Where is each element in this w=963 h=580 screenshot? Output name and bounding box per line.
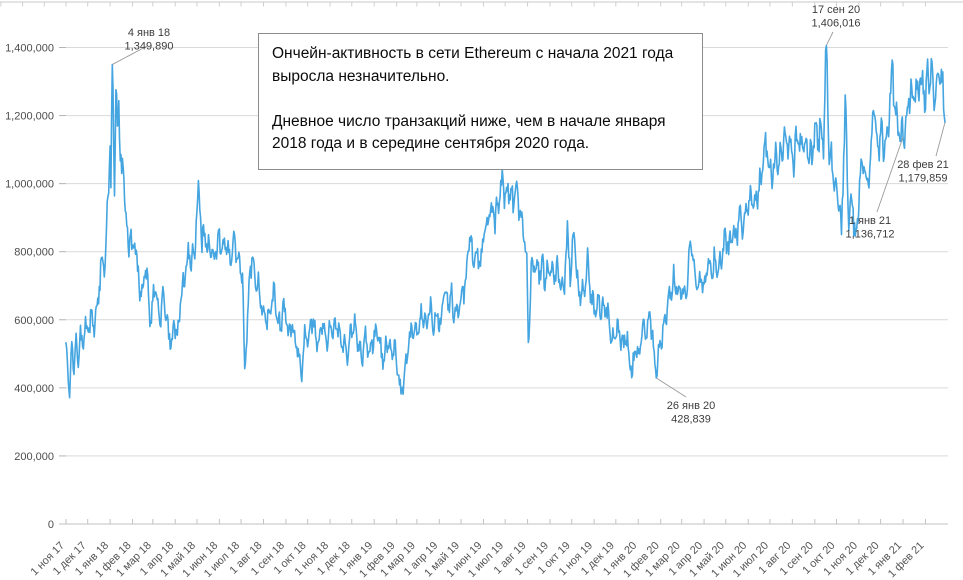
callout-value-label: 1,406,016: [812, 18, 861, 30]
callout-leader-line: [112, 45, 148, 65]
callout-2020-01-26: 26 янв 20 428,839: [656, 377, 715, 426]
y-axis-label: 0: [48, 519, 54, 531]
callout-value-label: 428,839: [671, 414, 711, 426]
x-axis: 1 ноя 171 дек 171 янв 181 фев 181 мар 18…: [28, 519, 927, 580]
callouts: 4 янв 18 1,349,890 17 сен 20 1,406,016 28 фе…: [112, 4, 949, 426]
annotation-note-box: Ончейн-активность в сети Ethereum с нача…: [258, 33, 703, 170]
callout-2018-01-04: 4 янв 18 1,349,890: [112, 27, 173, 65]
callout-leader-line: [825, 31, 834, 46]
callout-value-label: 1,179,859: [899, 173, 948, 185]
callout-value-label: 1,136,712: [846, 229, 895, 241]
y-axis-label: 400,000: [14, 383, 54, 395]
callout-2020-09-17: 17 сен 20 1,406,016: [812, 4, 861, 46]
y-axis-label: 600,000: [14, 315, 54, 327]
callout-leader-line: [656, 377, 687, 398]
y-axis-label: 1,000,000: [5, 179, 54, 191]
note-paragraph-1: Ончейн-активность в сети Ethereum с нача…: [272, 45, 674, 85]
callout-date-label: 1 янв 21: [849, 215, 891, 227]
callout-leader-line: [935, 122, 946, 157]
top-ruler: [0, 1, 963, 7]
y-axis-label: 800,000: [14, 247, 54, 259]
y-axis-label: 1,400,000: [5, 43, 54, 55]
y-axis-label: 1,200,000: [5, 111, 54, 123]
callout-date-label: 17 сен 20: [812, 4, 860, 16]
note-paragraph-2: Дневное число транзакций ниже, чем в нач…: [272, 112, 666, 153]
y-axis-labels: 0 200,000 400,000 600,000 800,000 1,000,000 1,…: [5, 43, 54, 532]
callout-date-label: 26 янв 20: [667, 400, 715, 412]
callout-leader-line: [876, 136, 904, 213]
callout-2021-01-01: 1 янв 21 1,136,712: [846, 136, 904, 241]
callout-2021-02-28: 28 фев 21 1,179,859: [897, 122, 949, 185]
callout-value-label: 1,349,890: [125, 41, 174, 53]
callout-date-label: 4 янв 18: [128, 27, 170, 39]
callout-date-label: 28 фев 21: [897, 159, 949, 171]
y-axis-label: 200,000: [14, 451, 54, 463]
series-line: [65, 44, 946, 399]
